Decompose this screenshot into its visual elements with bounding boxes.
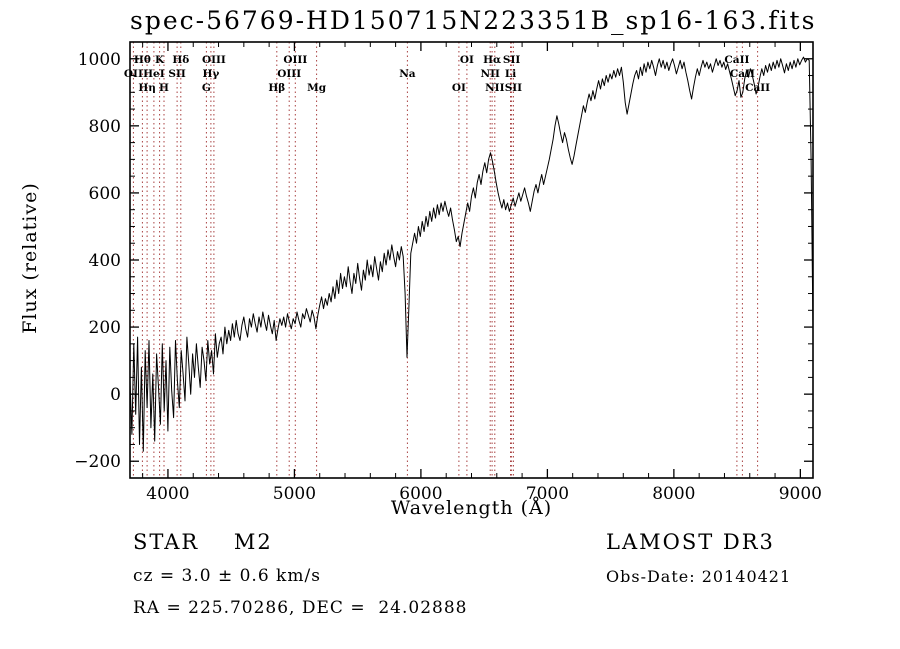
y-tick-label: 0 xyxy=(110,385,121,405)
spectral-line-label: K xyxy=(155,54,165,66)
y-tick-label: 800 xyxy=(89,117,121,137)
spectrum-trace xyxy=(129,56,814,452)
spectral-line-label: OIII xyxy=(277,68,301,80)
x-tick-label: 9000 xyxy=(779,484,822,504)
y-axis-label: Flux (relative) xyxy=(19,182,41,334)
x-axis-label: Wavelength (Å) xyxy=(390,497,553,519)
spectral-line-label: CaII xyxy=(724,54,749,66)
y-tick-label: 1000 xyxy=(78,50,121,70)
spectral-line-label: H xyxy=(159,82,169,94)
spectral-line-label: SII xyxy=(503,54,520,66)
spectral-line-label: OI xyxy=(460,54,474,66)
spectral-line-label: OII xyxy=(124,68,143,80)
y-tick-label: 200 xyxy=(89,318,121,338)
spectral-line-label: G xyxy=(202,82,211,94)
radial-velocity-label: cz = 3.0 ± 0.6 km/s xyxy=(133,566,321,586)
spectral-line-label: Hδ xyxy=(172,54,189,66)
spectral-line-label: CaII xyxy=(745,82,770,94)
x-tick-label: 5000 xyxy=(273,484,316,504)
spectral-line-label: Hγ xyxy=(202,68,219,80)
x-tick-label: 6000 xyxy=(399,484,442,504)
spectral-line-label: OIII xyxy=(202,54,226,66)
x-tick-label: 4000 xyxy=(146,484,189,504)
x-tick-label: 7000 xyxy=(526,484,569,504)
spectral-line-label: HeI xyxy=(143,68,165,80)
spectral-line-label: Hη xyxy=(138,82,156,94)
spectral-line-label: Hα xyxy=(483,54,501,66)
spectral-line-label: Hβ xyxy=(268,82,285,94)
spectral-line-label: Hθ xyxy=(134,54,151,66)
spectral-line-label: NII xyxy=(485,82,505,94)
plot-frame xyxy=(129,41,814,479)
spectral-line-label: Li xyxy=(505,68,516,80)
spectral-line-label: Mg xyxy=(307,82,327,94)
spectral-line-label: Na xyxy=(399,68,416,80)
spectral-line-label: OIII xyxy=(283,54,307,66)
coordinates-label: RA = 225.70286, DEC = 24.02888 xyxy=(133,598,468,618)
spectral-line-label: SII xyxy=(168,68,185,80)
y-tick-label: 400 xyxy=(89,251,121,271)
y-tick-label: 600 xyxy=(89,184,121,204)
spectral-line-label: CaII xyxy=(730,68,755,80)
spectral-line-label: SII xyxy=(505,82,522,94)
spectral-line-label: NII xyxy=(480,68,500,80)
object-class-label: STAR M2 xyxy=(133,530,273,554)
x-tick-label: 8000 xyxy=(652,484,695,504)
survey-label: LAMOST DR3 xyxy=(606,530,775,554)
spectral-line-label: OI xyxy=(452,82,466,94)
y-tick-label: −200 xyxy=(74,452,121,472)
plot-title: spec-56769-HD150715N223351B_sp16-163.fit… xyxy=(130,6,817,35)
obs-date-label: Obs-Date: 20140421 xyxy=(606,567,792,586)
